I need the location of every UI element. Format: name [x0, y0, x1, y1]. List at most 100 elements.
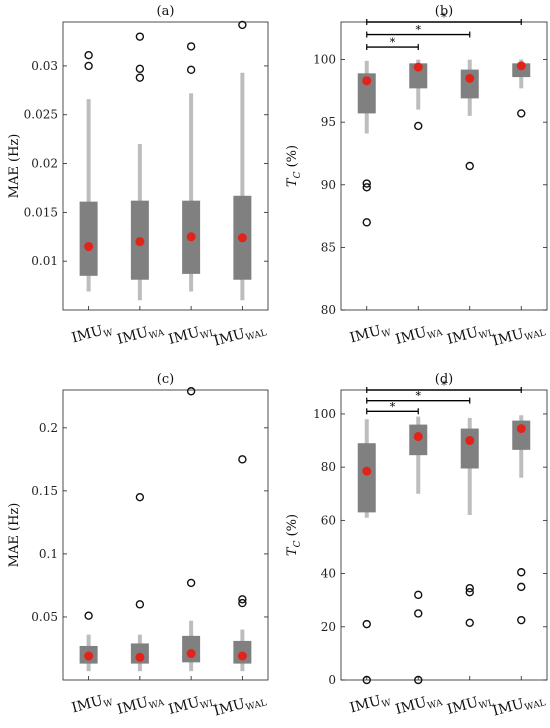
y-tick-label: 85 [321, 240, 336, 254]
outlier-point [84, 61, 93, 71]
x-tick-label-sub: WA [426, 328, 444, 342]
x-tick-label: IMUWAL [491, 320, 547, 351]
y-tick-label: 90 [321, 178, 336, 192]
x-tick-label-main: IMU [445, 694, 480, 718]
y-tick-label: 0.05 [31, 610, 58, 624]
mean-point [186, 649, 196, 659]
y-axis-label-subscript: C [293, 171, 303, 178]
mean-point [237, 233, 247, 243]
x-tick-label-main: IMU [70, 323, 105, 347]
outlier-point [135, 600, 145, 609]
significance-marker: * [416, 24, 422, 37]
box-iqr [460, 428, 479, 469]
x-tick-label-sub: WAL [524, 698, 547, 713]
x-tick-label-sub: WA [426, 698, 444, 712]
plot-frame [62, 21, 269, 311]
y-tick-label: 0 [328, 673, 336, 687]
outlier-point [362, 619, 371, 629]
y-tick-label: 0.03 [31, 59, 58, 73]
outlier-point [135, 73, 145, 82]
significance-marker: * [441, 11, 447, 24]
box-iqr [512, 420, 531, 450]
x-tick-label-main: IMU [115, 324, 150, 348]
outlier-point [135, 64, 145, 74]
outlier-point [238, 20, 247, 30]
mean-point [413, 432, 423, 442]
y-tick-label: 20 [321, 620, 336, 634]
outlier-point [517, 615, 526, 625]
x-tick-label-main: IMU [394, 694, 429, 718]
mean-point [362, 76, 372, 86]
significance-marker: * [441, 379, 447, 392]
x-tick-label: IMUWAL [491, 690, 547, 721]
outlier-point [465, 584, 474, 593]
outlier-point [362, 179, 371, 188]
x-tick-label: IMUWL [445, 690, 495, 720]
outlier-point [414, 675, 423, 685]
y-tick-label: 100 [313, 53, 336, 67]
y-axis-label-symbol: T [285, 546, 300, 556]
x-tick-label: IMUWL [167, 690, 217, 720]
x-tick-label: IMUWL [445, 320, 495, 350]
box-iqr [79, 201, 98, 276]
y-tick-label: 100 [313, 407, 336, 421]
plot-frame [62, 389, 269, 681]
y-axis-label: MAE (Hz) [7, 503, 22, 568]
x-tick-label-sub: WA [148, 328, 166, 342]
x-tick-label-main: IMU [115, 694, 150, 718]
y-axis-label-unit: (%) [285, 514, 300, 541]
box-iqr [357, 73, 376, 114]
x-tick-label: IMUWL [167, 320, 217, 350]
x-tick-label-sub: WL [478, 328, 495, 342]
mean-point [84, 242, 94, 252]
mean-point [362, 466, 372, 476]
outlier-point [84, 50, 93, 60]
x-tick-label-main: IMU [445, 324, 480, 348]
y-tick-label: 95 [321, 115, 336, 129]
x-tick-label-main: IMU [394, 324, 429, 348]
x-tick-label: IMUWAL [212, 690, 268, 721]
x-tick-label-main: IMU [167, 694, 202, 718]
y-axis-label-unit: (%) [285, 145, 300, 172]
mean-point [135, 652, 145, 662]
x-tick-label-main: IMU [212, 696, 247, 720]
outlier-point [135, 492, 145, 502]
mean-point [237, 651, 247, 661]
x-tick-label-main: IMU [348, 693, 383, 717]
outlier-point [135, 32, 145, 41]
x-tick-label: IMUWA [115, 320, 166, 350]
box-iqr [460, 69, 479, 99]
panel-title: (c) [157, 372, 174, 387]
x-tick-label: IMUWA [394, 690, 445, 720]
outlier-point [465, 161, 474, 171]
y-tick-label: 0.02 [31, 157, 58, 171]
mean-point [465, 73, 475, 83]
y-tick-label: 0.1 [39, 547, 58, 561]
x-tick-label-main: IMU [348, 323, 383, 347]
x-tick-label-sub: W [103, 698, 115, 710]
outlier-point [238, 595, 247, 604]
y-tick-label: 40 [321, 567, 336, 581]
x-tick-label: IMUW [348, 690, 393, 718]
outlier-point [362, 218, 371, 227]
x-tick-label-sub: WL [478, 698, 495, 712]
panel-title: (a) [157, 4, 175, 19]
y-axis-label: MAE (Hz) [7, 134, 22, 199]
outlier-point [414, 121, 423, 131]
x-tick-label-main: IMU [491, 326, 526, 350]
outlier-point [362, 183, 371, 192]
outlier-point [84, 611, 93, 620]
box-iqr [357, 443, 376, 513]
y-tick-label: 0.15 [31, 484, 58, 498]
significance-marker: * [416, 390, 422, 403]
y-tick-label: 0.015 [24, 205, 58, 219]
x-tick-label-sub: WL [199, 698, 216, 712]
mean-point [516, 424, 526, 434]
x-tick-label-sub: W [103, 328, 115, 340]
y-axis-label: TC (%) [285, 145, 303, 187]
